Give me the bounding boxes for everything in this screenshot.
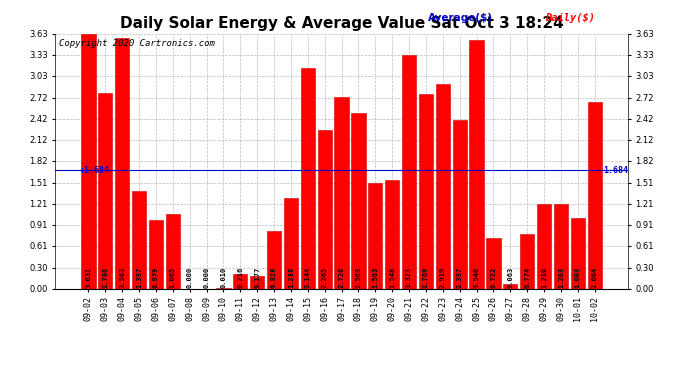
Text: 2.397: 2.397 xyxy=(457,267,463,288)
Text: 2.503: 2.503 xyxy=(355,267,362,288)
Bar xyxy=(435,84,450,289)
Text: 1.548: 1.548 xyxy=(389,267,395,288)
Text: 1.503: 1.503 xyxy=(373,267,378,288)
Text: 0.216: 0.216 xyxy=(237,267,244,288)
Bar xyxy=(453,120,467,289)
Bar xyxy=(98,93,112,289)
Text: 3.563: 3.563 xyxy=(119,267,125,288)
Text: 0.177: 0.177 xyxy=(254,267,260,288)
Bar xyxy=(503,284,518,289)
Text: 1.003: 1.003 xyxy=(575,267,581,288)
Text: 0.979: 0.979 xyxy=(153,267,159,288)
Bar xyxy=(520,234,534,289)
Bar xyxy=(385,180,400,289)
Bar xyxy=(554,204,568,289)
Bar xyxy=(335,97,348,289)
Text: 0.722: 0.722 xyxy=(491,267,496,288)
Text: Daily($): Daily($) xyxy=(545,13,595,22)
Bar xyxy=(267,231,282,289)
Bar xyxy=(284,198,298,289)
Text: 2.664: 2.664 xyxy=(592,267,598,288)
Bar xyxy=(81,34,96,289)
Text: 2.265: 2.265 xyxy=(322,267,328,288)
Text: 3.323: 3.323 xyxy=(406,267,412,288)
Text: 0.828: 0.828 xyxy=(271,267,277,288)
Text: +1.684: +1.684 xyxy=(80,166,110,175)
Bar xyxy=(571,218,585,289)
Text: 3.540: 3.540 xyxy=(473,267,480,288)
Bar xyxy=(250,276,264,289)
Text: 1.210: 1.210 xyxy=(541,267,547,288)
Text: 3.631: 3.631 xyxy=(86,267,91,288)
Bar xyxy=(402,56,416,289)
Text: 1.397: 1.397 xyxy=(136,267,142,288)
Text: 1.065: 1.065 xyxy=(170,267,176,288)
Text: 1.288: 1.288 xyxy=(288,267,294,288)
Bar xyxy=(166,214,180,289)
Bar xyxy=(115,39,129,289)
Bar xyxy=(317,130,332,289)
Bar xyxy=(216,288,230,289)
Bar xyxy=(301,68,315,289)
Bar xyxy=(149,220,163,289)
Bar xyxy=(368,183,382,289)
Bar xyxy=(469,40,484,289)
Text: 3.144: 3.144 xyxy=(305,267,310,288)
Text: 0.000: 0.000 xyxy=(204,267,210,288)
Bar xyxy=(132,190,146,289)
Text: 2.726: 2.726 xyxy=(339,267,344,288)
Bar xyxy=(486,238,501,289)
Title: Daily Solar Energy & Average Value Sat Oct 3 18:24: Daily Solar Energy & Average Value Sat O… xyxy=(119,16,564,31)
Text: 0.774: 0.774 xyxy=(524,267,530,288)
Bar xyxy=(351,113,366,289)
Text: 0.000: 0.000 xyxy=(187,267,193,288)
Bar xyxy=(537,204,551,289)
Bar xyxy=(233,274,248,289)
Text: 0.063: 0.063 xyxy=(507,267,513,288)
Text: Average($): Average($) xyxy=(428,13,493,22)
Text: 2.780: 2.780 xyxy=(102,267,108,288)
Text: 2.769: 2.769 xyxy=(423,267,429,288)
Bar xyxy=(419,94,433,289)
Text: 0.010: 0.010 xyxy=(220,267,226,288)
Bar xyxy=(587,102,602,289)
Text: Copyright 2020 Cartronics.com: Copyright 2020 Cartronics.com xyxy=(59,39,215,48)
Text: 1.684: 1.684 xyxy=(603,166,628,175)
Text: 2.919: 2.919 xyxy=(440,267,446,288)
Text: 1.203: 1.203 xyxy=(558,267,564,288)
